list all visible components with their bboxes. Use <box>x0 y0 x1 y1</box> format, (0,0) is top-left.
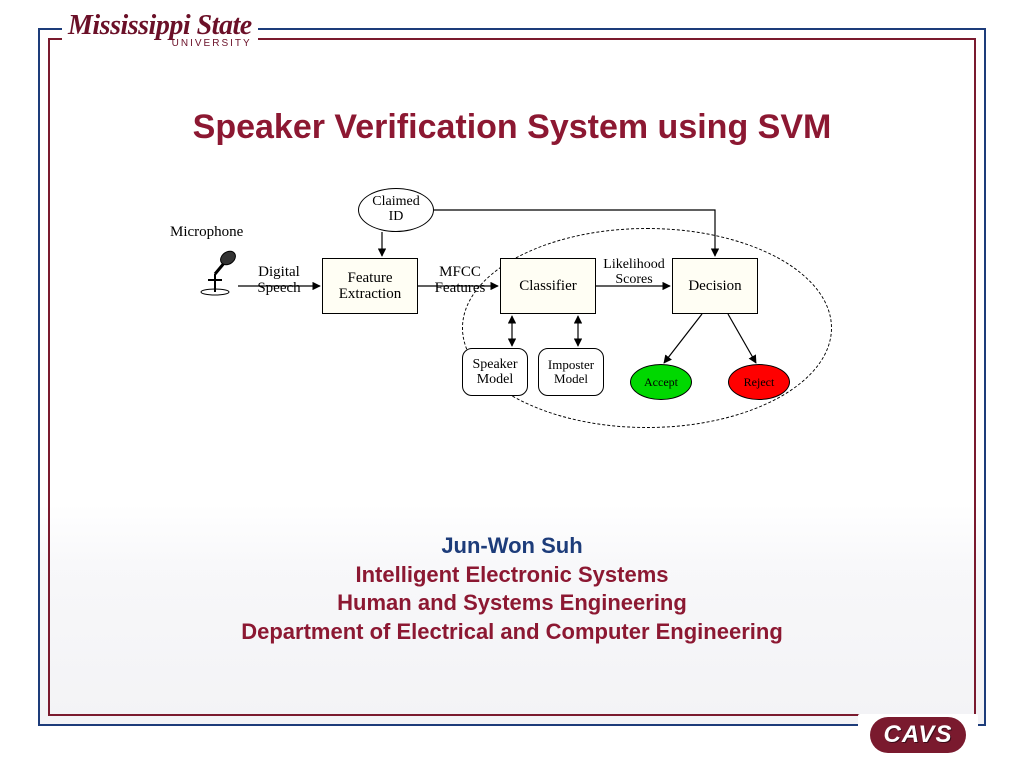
edge-digital-speech: Digital Speech <box>248 265 310 297</box>
microphone-label: Microphone <box>170 224 243 241</box>
decision-node: Decision <box>672 258 758 314</box>
edge-mfcc-features: MFCC Features <box>426 265 494 297</box>
decision-label: Decision <box>688 278 741 295</box>
slide-title: Speaker Verification System using SVM <box>0 108 1024 147</box>
accept-node: Accept <box>630 364 692 400</box>
cavs-logo: CAVS <box>858 714 978 756</box>
credits-line4: Department of Electrical and Computer En… <box>0 618 1024 647</box>
classifier-label: Classifier <box>519 278 577 295</box>
credits-line2: Intelligent Electronic Systems <box>0 561 1024 590</box>
microphone-icon <box>190 246 240 296</box>
claimed-id-label: Claimed ID <box>372 195 419 224</box>
feature-extraction-node: Feature Extraction <box>322 258 418 314</box>
reject-node: Reject <box>728 364 790 400</box>
speaker-model-label: Speaker Model <box>472 357 517 388</box>
imposter-model-label: Imposter Model <box>545 358 597 385</box>
credits-author: Jun-Won Suh <box>0 532 1024 561</box>
accept-label: Accept <box>644 375 678 390</box>
feature-extraction-label: Feature Extraction <box>339 270 401 303</box>
edges-svg <box>182 188 842 458</box>
cavs-logo-text: CAVS <box>870 717 967 753</box>
credits-block: Jun-Won Suh Intelligent Electronic Syste… <box>0 532 1024 646</box>
classifier-node: Classifier <box>500 258 596 314</box>
credits-line3: Human and Systems Engineering <box>0 589 1024 618</box>
edge-likelihood-scores: Likelihood Scores <box>600 258 668 287</box>
reject-label: Reject <box>744 375 775 390</box>
speaker-model-node: Speaker Model <box>462 348 528 396</box>
msu-logo-text: Mississippi State <box>68 10 252 41</box>
claimed-id-node: Claimed ID <box>358 188 434 232</box>
imposter-model-node: Imposter Model <box>538 348 604 396</box>
svm-flowchart: Microphone Claimed ID Feature Extraction… <box>182 188 842 458</box>
msu-logo: Mississippi State UNIVERSITY <box>62 8 258 51</box>
